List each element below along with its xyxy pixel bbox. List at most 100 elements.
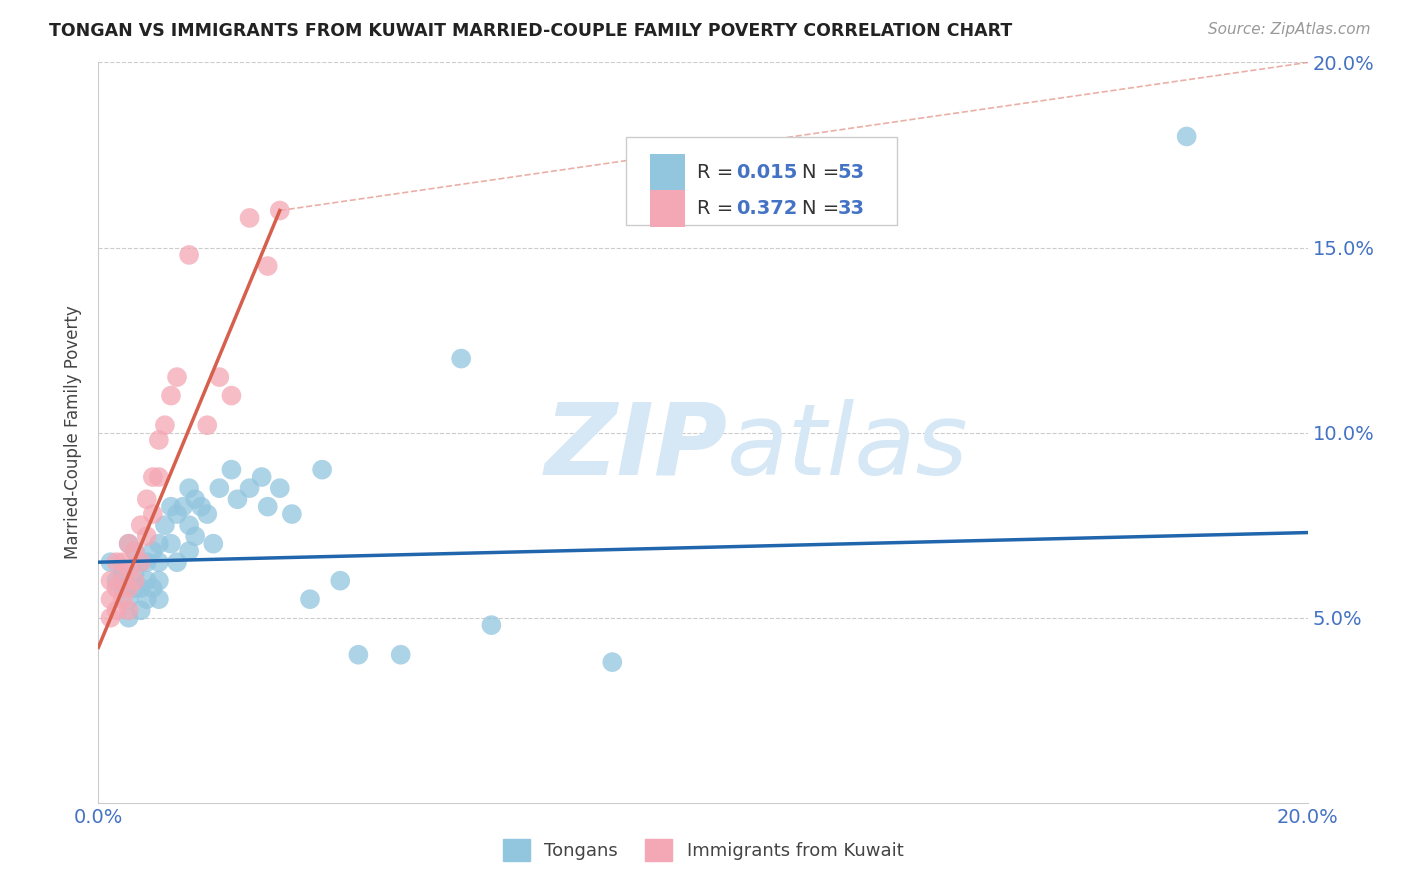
Point: [124, 574, 146, 588]
Text: R =: R =: [697, 163, 740, 183]
Text: R =: R =: [697, 199, 740, 218]
Point: [129, 518, 152, 533]
Text: atlas: atlas: [727, 399, 969, 496]
Point: [129, 555, 152, 569]
Point: [105, 574, 128, 588]
Point: [311, 462, 333, 476]
Point: [148, 555, 170, 569]
Point: [179, 481, 201, 495]
Point: [160, 536, 183, 550]
Text: 0.015: 0.015: [737, 163, 797, 183]
Point: [221, 388, 243, 402]
Point: [208, 370, 231, 384]
Point: [142, 581, 165, 595]
Point: [166, 555, 188, 569]
Point: [135, 592, 157, 607]
Y-axis label: Married-Couple Family Poverty: Married-Couple Family Poverty: [65, 306, 83, 559]
Point: [100, 610, 122, 624]
Text: N =: N =: [801, 163, 845, 183]
Point: [389, 648, 412, 662]
Point: [118, 592, 141, 607]
Point: [481, 618, 503, 632]
Point: [111, 592, 134, 607]
Point: [179, 248, 201, 262]
Point: [195, 418, 218, 433]
Point: [124, 566, 146, 581]
Point: [129, 555, 152, 569]
Point: [160, 500, 183, 514]
Point: [105, 581, 128, 595]
Point: [118, 536, 141, 550]
Point: [148, 592, 170, 607]
Point: [166, 507, 188, 521]
Point: [100, 592, 122, 607]
Legend: Tongans, Immigrants from Kuwait: Tongans, Immigrants from Kuwait: [495, 831, 911, 868]
Point: [124, 581, 146, 595]
Point: [148, 433, 170, 447]
Point: [269, 481, 291, 495]
Point: [111, 581, 134, 595]
Point: [160, 388, 183, 402]
Point: [450, 351, 472, 366]
Point: [166, 370, 188, 384]
Point: [135, 555, 157, 569]
Point: [256, 500, 278, 514]
Point: [118, 610, 141, 624]
Text: Source: ZipAtlas.com: Source: ZipAtlas.com: [1208, 22, 1371, 37]
Point: [1175, 129, 1198, 144]
Point: [129, 581, 152, 595]
Point: [124, 544, 146, 558]
Point: [347, 648, 370, 662]
Point: [153, 518, 176, 533]
Point: [129, 603, 152, 617]
Point: [142, 544, 165, 558]
Point: [172, 500, 194, 514]
Point: [250, 470, 273, 484]
Text: 33: 33: [838, 199, 865, 218]
Point: [111, 555, 134, 569]
Point: [135, 574, 157, 588]
Point: [190, 500, 212, 514]
Point: [208, 481, 231, 495]
Point: [299, 592, 322, 607]
Point: [239, 481, 262, 495]
Point: [221, 462, 243, 476]
Point: [148, 536, 170, 550]
Point: [226, 492, 249, 507]
Text: ZIP: ZIP: [544, 399, 727, 496]
Point: [124, 544, 146, 558]
Point: [329, 574, 352, 588]
Point: [118, 563, 141, 577]
Point: [148, 574, 170, 588]
Point: [179, 544, 201, 558]
Point: [153, 418, 176, 433]
Text: N =: N =: [801, 199, 845, 218]
Point: [202, 536, 225, 550]
Text: TONGAN VS IMMIGRANTS FROM KUWAIT MARRIED-COUPLE FAMILY POVERTY CORRELATION CHART: TONGAN VS IMMIGRANTS FROM KUWAIT MARRIED…: [49, 22, 1012, 40]
Point: [105, 555, 128, 569]
Point: [184, 529, 207, 543]
Point: [105, 603, 128, 617]
Point: [111, 574, 134, 588]
Point: [100, 555, 122, 569]
Point: [269, 203, 291, 218]
Point: [281, 507, 304, 521]
Point: [111, 566, 134, 581]
Point: [239, 211, 262, 225]
Point: [148, 470, 170, 484]
Point: [135, 529, 157, 543]
Point: [179, 518, 201, 533]
Point: [135, 492, 157, 507]
Text: 53: 53: [838, 163, 865, 183]
Point: [142, 470, 165, 484]
Point: [602, 655, 624, 669]
Point: [100, 574, 122, 588]
Point: [118, 581, 141, 595]
Point: [118, 603, 141, 617]
Point: [142, 507, 165, 521]
Point: [256, 259, 278, 273]
Point: [118, 536, 141, 550]
Text: 0.372: 0.372: [737, 199, 797, 218]
Point: [195, 507, 218, 521]
Point: [184, 492, 207, 507]
